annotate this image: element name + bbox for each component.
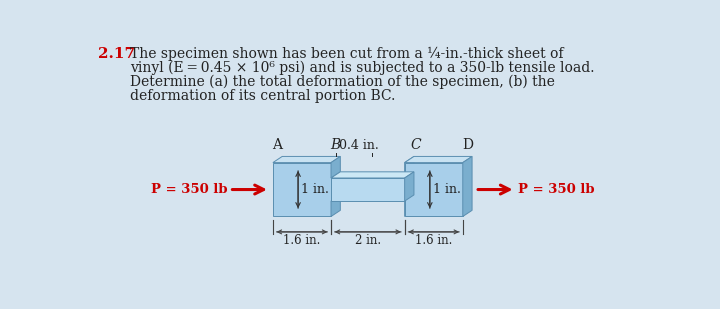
Text: 1 in.: 1 in. — [433, 183, 461, 196]
Text: P = 350 lb: P = 350 lb — [518, 183, 595, 196]
Polygon shape — [331, 172, 414, 178]
Text: B: B — [330, 138, 341, 152]
Text: 1.6 in.: 1.6 in. — [415, 234, 452, 247]
Text: C: C — [411, 138, 421, 152]
Text: 0.4 in.: 0.4 in. — [339, 139, 379, 152]
Text: deformation of its central portion BC.: deformation of its central portion BC. — [130, 89, 396, 103]
Polygon shape — [405, 163, 463, 217]
Polygon shape — [331, 195, 341, 217]
Text: P = 350 lb: P = 350 lb — [150, 183, 228, 196]
Text: D: D — [462, 138, 473, 152]
Text: 2 in.: 2 in. — [355, 234, 381, 247]
Polygon shape — [405, 172, 414, 201]
Polygon shape — [273, 163, 331, 217]
Text: Determine (a) the total deformation of the specimen, (b) the: Determine (a) the total deformation of t… — [130, 75, 555, 89]
Polygon shape — [405, 156, 472, 163]
Polygon shape — [331, 178, 405, 201]
Text: A: A — [273, 138, 282, 152]
Text: 2.17: 2.17 — [98, 47, 135, 61]
Polygon shape — [273, 156, 341, 163]
Text: 1.6 in.: 1.6 in. — [283, 234, 320, 247]
Text: vinyl (E = 0.45 × 10⁶ psi) and is subjected to a 350-lb tensile load.: vinyl (E = 0.45 × 10⁶ psi) and is subjec… — [130, 61, 595, 75]
Text: The specimen shown has been cut from a ¼-in.-thick sheet of: The specimen shown has been cut from a ¼… — [130, 47, 564, 61]
Polygon shape — [463, 156, 472, 217]
Polygon shape — [331, 156, 341, 178]
Polygon shape — [405, 195, 414, 217]
Text: 1 in.: 1 in. — [301, 183, 329, 196]
Polygon shape — [405, 156, 414, 178]
